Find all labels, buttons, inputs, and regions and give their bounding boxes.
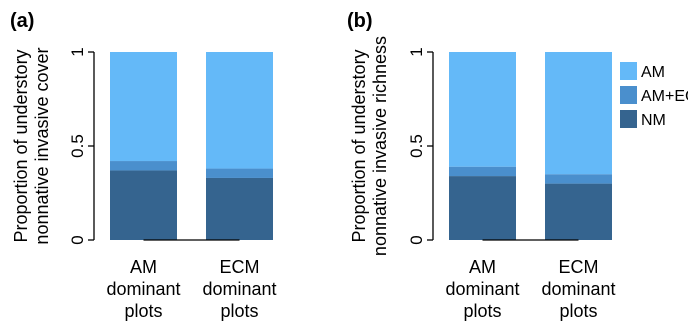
x-category-label: plots xyxy=(559,301,597,321)
x-category-label: AM xyxy=(130,257,157,277)
legend-label: AM+ECM xyxy=(641,88,688,105)
bar-segment-am xyxy=(206,52,273,169)
legend-label: NM xyxy=(641,112,666,129)
bar-segment-am xyxy=(449,52,516,167)
bar-segment-am-ecm xyxy=(545,174,612,184)
bar-segment-am-ecm xyxy=(449,166,516,177)
panel-label: (b) xyxy=(347,10,373,32)
bar-segment-nm xyxy=(449,176,516,240)
y-tick-label: 0 xyxy=(68,235,87,244)
y-axis-label: Proportion of understory xyxy=(349,49,369,242)
legend-swatch xyxy=(620,86,637,104)
bar-segment-nm xyxy=(110,170,177,240)
y-tick-label: 0.5 xyxy=(68,134,87,158)
x-category-label: plots xyxy=(220,301,258,321)
legend-label: AM xyxy=(641,64,665,81)
x-category-label: AM xyxy=(469,257,496,277)
x-category-label: plots xyxy=(124,301,162,321)
x-category-label: ECM xyxy=(559,257,599,277)
bar-segment-am xyxy=(545,52,612,175)
bar-segment-am-ecm xyxy=(206,168,273,178)
x-category-label: dominant xyxy=(202,279,276,299)
x-category-label: dominant xyxy=(445,279,519,299)
y-axis-label: nonnative invasive cover xyxy=(32,47,52,244)
bar-segment-am-ecm xyxy=(110,161,177,171)
y-axis-label: Proportion of understory xyxy=(11,49,31,242)
x-category-label: dominant xyxy=(541,279,615,299)
y-tick-label: 1 xyxy=(68,47,87,56)
x-category-label: plots xyxy=(463,301,501,321)
x-category-label: dominant xyxy=(106,279,180,299)
legend-swatch xyxy=(620,110,637,128)
y-axis-label: nonnative invasive richness xyxy=(370,36,390,256)
y-tick-label: 0 xyxy=(407,235,426,244)
y-tick-label: 1 xyxy=(407,47,426,56)
bar-segment-nm xyxy=(545,183,612,240)
bar-segment-nm xyxy=(206,177,273,240)
legend-swatch xyxy=(620,62,637,80)
x-category-label: ECM xyxy=(220,257,260,277)
y-tick-label: 0.5 xyxy=(407,134,426,158)
bar-segment-am xyxy=(110,52,177,162)
panel-label: (a) xyxy=(10,10,34,32)
